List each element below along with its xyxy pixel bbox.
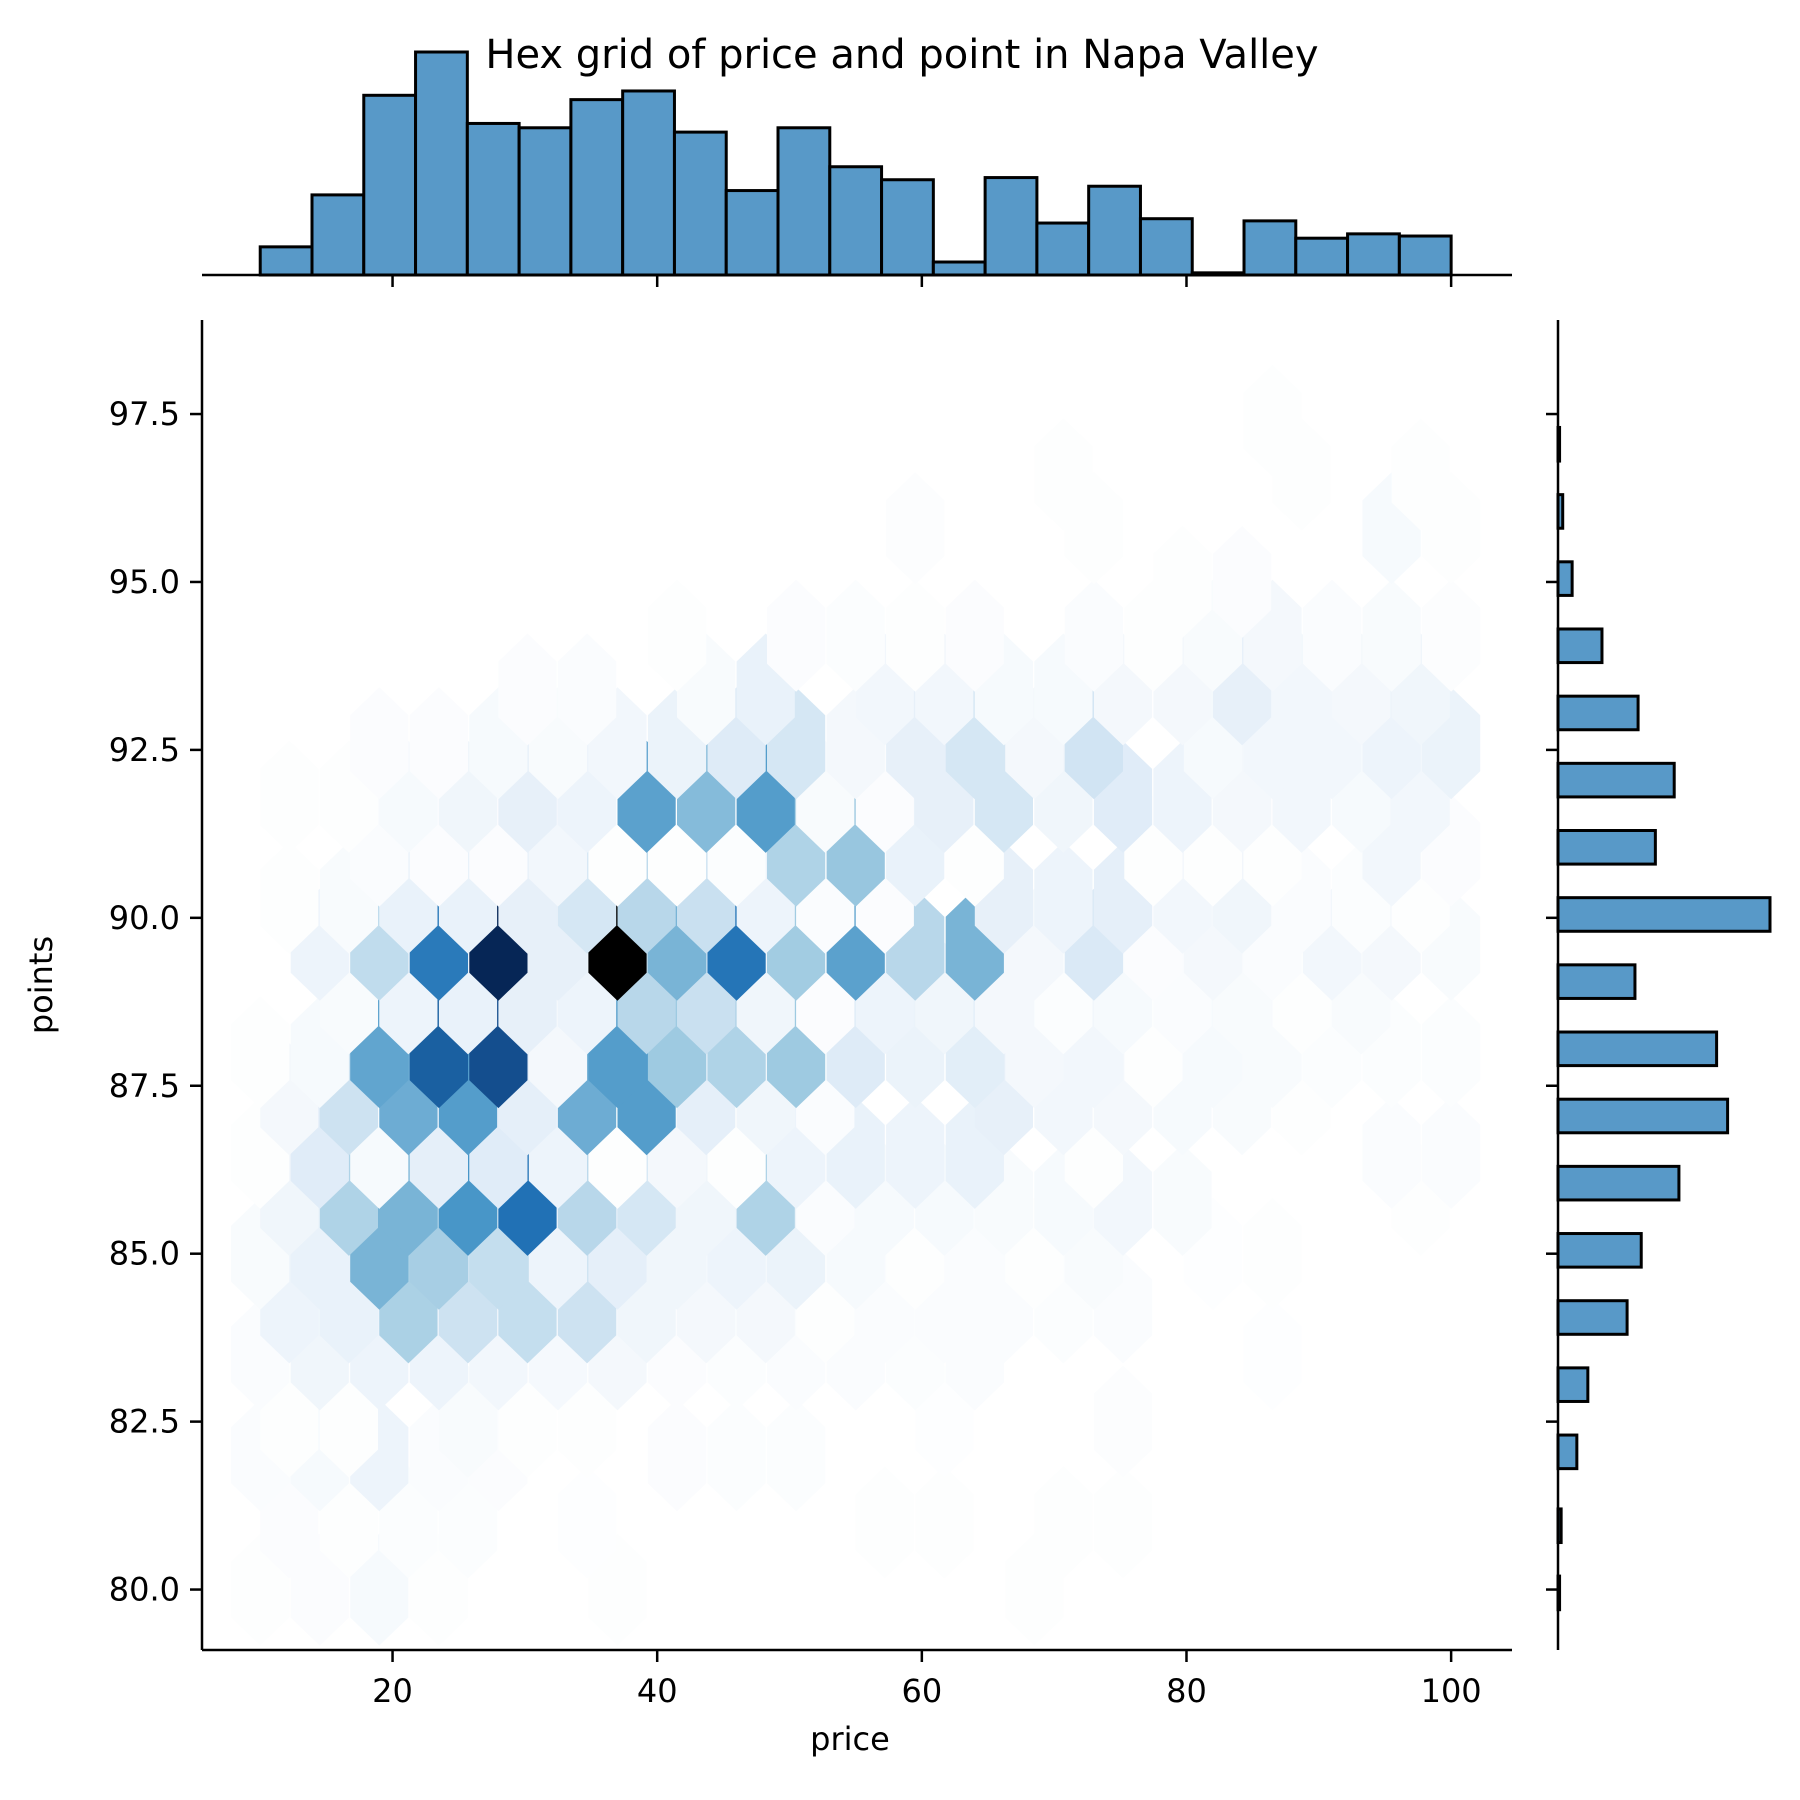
chart-title: Hex grid of price and point in Napa Vall… [485, 32, 1318, 78]
y-tick-label: 85.0 [109, 1235, 180, 1273]
marginal-x-histogram [202, 50, 1512, 287]
y-tick-label: 90.0 [109, 899, 180, 937]
hexbin-cell [1064, 579, 1123, 692]
hexbin-cell [767, 1399, 826, 1512]
marginal-x-bar [1087, 184, 1142, 277]
hexbin-cell [647, 579, 707, 692]
hexbin-cell [945, 579, 1004, 692]
marginal-y-bar [1556, 560, 1574, 597]
hexbin-cell [260, 740, 319, 853]
hexbin-cell [557, 1466, 617, 1579]
marginal-x-bar [517, 126, 573, 277]
x-tick-label: 20 [372, 1672, 413, 1710]
hexbin-cell [1153, 526, 1212, 638]
x-tick-label: 40 [637, 1672, 678, 1710]
marginal-x-bar [1138, 217, 1194, 277]
marginal-x-bar [828, 165, 884, 277]
hexbin-cell [826, 579, 885, 692]
hexbin-cell [1034, 418, 1093, 531]
marginal-y-bar [1556, 1164, 1681, 1202]
hexbin-cell [1422, 579, 1481, 692]
marginal-x-bar [672, 130, 728, 277]
marginal-x-bar [1346, 232, 1401, 277]
marginal-x-bar [621, 89, 676, 277]
hexbin-plot-area [231, 364, 1481, 1646]
x-tick-label: 100 [1421, 1672, 1482, 1710]
hexbin-cell [855, 1466, 914, 1579]
hexbin-cell [647, 1399, 707, 1512]
marginal-x-bar [362, 93, 418, 277]
hexbin-cell [1153, 1144, 1212, 1256]
hexbin-cell [1243, 1298, 1302, 1411]
hexbin-cell [1093, 1365, 1153, 1478]
hexbin-cell [915, 1466, 974, 1579]
marginal-x-bar [414, 50, 469, 277]
marginal-y-bar [1556, 1433, 1579, 1471]
marginal-x-bar [983, 176, 1039, 277]
marginal-y-bar [1556, 761, 1676, 799]
marginal-y-bar [1556, 963, 1637, 1000]
marginal-x-bar [569, 98, 625, 277]
hexbin-cell [231, 996, 290, 1109]
marginal-x-bar [724, 189, 780, 277]
hexbin-cell [1034, 841, 1093, 954]
x-tick-label: 80 [1166, 1672, 1207, 1710]
y-tick-label: 80.0 [109, 1571, 180, 1609]
hexbin-cell [1391, 418, 1450, 531]
marginal-x-bar [258, 245, 314, 277]
x-axis-label: price [810, 1720, 890, 1758]
hexbin-cell [1093, 1466, 1153, 1579]
marginal-y-bar [1556, 896, 1772, 933]
hexbin-cell [1034, 1466, 1093, 1579]
marginal-y-bar [1556, 627, 1604, 665]
marginal-y-bar [1556, 1232, 1643, 1269]
marginal-x-bar [931, 260, 987, 277]
hexbin-cell [1362, 1097, 1421, 1209]
hexbin-cell [1302, 579, 1362, 692]
hexbin-cell [1212, 526, 1272, 638]
hexbin-cell [886, 579, 945, 692]
hexbin-cell [350, 687, 409, 800]
hexbin-cell [886, 1097, 945, 1209]
marginal-x-bar [880, 178, 935, 277]
marginal-y-bar [1556, 1097, 1730, 1135]
hexbin-cell [1243, 364, 1302, 477]
hexbin-cell [1422, 1097, 1481, 1209]
marginal-x-bar [1397, 234, 1453, 277]
marginal-y-bar [1556, 1299, 1629, 1336]
hexbin-cell [1422, 996, 1481, 1109]
y-tick-label: 97.5 [109, 395, 180, 433]
marginal-y-bar [1556, 1366, 1590, 1403]
y-tick-label: 92.5 [109, 731, 180, 769]
marginal-y-bar [1556, 829, 1657, 866]
marginal-x-bar [776, 126, 832, 277]
x-tick-label: 60 [901, 1672, 942, 1710]
marginal-y-histogram [1546, 320, 1772, 1650]
hexbin-cell [886, 472, 945, 585]
hexbin-cell [498, 633, 557, 746]
marginal-y-bar [1556, 694, 1640, 732]
marginal-x-bar [1294, 236, 1350, 277]
main-axes: 20 40 60 80 100 80.0 82.5 85.0 87.5 90.0 92.5 95.0 9… [109, 320, 1512, 1710]
hexbin-cell [707, 1399, 766, 1512]
y-tick-label: 87.5 [109, 1067, 180, 1105]
marginal-x-bar [1242, 219, 1298, 277]
hexbin-cell [409, 687, 468, 800]
y-tick-label: 95.0 [109, 563, 180, 601]
hexbin-cell [1243, 1197, 1302, 1310]
hexbin-cell [557, 633, 617, 746]
marginal-y-bar [1556, 1030, 1719, 1068]
y-axis-label: points [22, 936, 60, 1034]
marginal-x-bar [310, 193, 366, 277]
y-tick-label: 82.5 [109, 1403, 180, 1441]
marginal-x-bar [465, 121, 521, 277]
hexbin-cell [1362, 579, 1421, 692]
marginal-x-bar [1035, 221, 1091, 277]
hexbin-cell [767, 579, 826, 692]
hexbin-cell [260, 841, 319, 954]
